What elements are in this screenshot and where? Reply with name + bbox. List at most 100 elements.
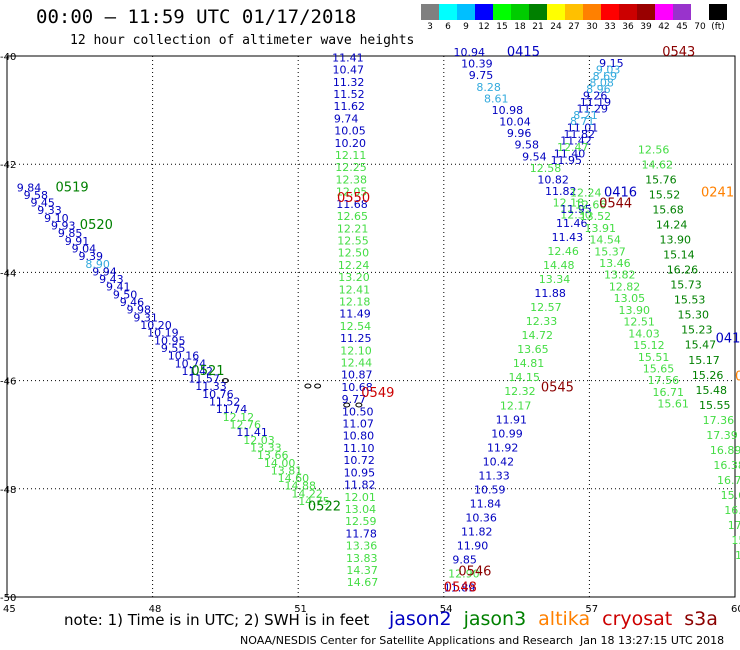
wave-height-label: 13.91: [585, 222, 617, 235]
wave-height-label: 15.30: [677, 309, 709, 322]
wave-height-label: 9.50: [113, 288, 138, 301]
wave-height-label: 17.56: [648, 374, 680, 387]
wave-height-label: 8.08: [589, 76, 614, 89]
wave-height-label: 13.52: [580, 210, 612, 223]
wave-height-label: 10.94: [454, 46, 486, 59]
wave-height-label: 15.65: [643, 362, 675, 375]
wave-height-label: 13.81: [271, 464, 303, 477]
wave-height-label: 11.32: [333, 76, 365, 89]
wave-height-label: 11.82: [545, 185, 577, 198]
wave-height-label: 9.46: [120, 296, 145, 309]
pass-time-label: 0415: [507, 45, 540, 60]
color-swatch: [457, 4, 475, 20]
wave-height-label: 9.31: [133, 311, 158, 324]
wave-height-label: 9.03: [596, 63, 621, 76]
wave-height-label: 13.05: [614, 292, 646, 305]
pass-time-label: 0546: [458, 564, 491, 579]
wave-height-label: 11.95: [560, 203, 592, 216]
wave-height-label: 10.82: [537, 174, 569, 187]
wave-height-label: 9.58: [515, 139, 540, 152]
wave-height-label: 14.81: [513, 357, 545, 370]
wave-height-label: 13.90: [660, 234, 692, 247]
wave-height-label: 12.51: [623, 316, 655, 329]
wave-height-label: 10.42: [483, 455, 515, 468]
wave-height-label: 13.33: [250, 441, 282, 454]
wave-height-label: 11.68: [336, 198, 368, 211]
wave-height-label: 12.66: [575, 198, 607, 211]
wave-height-label: 10.76: [202, 388, 234, 401]
color-swatch: [637, 4, 655, 20]
wave-height-label: 10.59: [474, 483, 506, 496]
wave-height-label: 9.98: [127, 304, 152, 317]
pass-time-label: 0549: [361, 386, 394, 401]
pass-time-label: 0519: [56, 180, 89, 195]
color-swatch: [421, 4, 439, 20]
wave-height-label: 15.48: [695, 384, 727, 397]
wave-height-label: 11.42: [181, 365, 213, 378]
axis-tick-labels: 45 48 51 54 57 60 -40 -42 -44 -46 -48 -50: [0, 52, 740, 615]
wave-height-label: 12.41: [339, 283, 371, 296]
wave-height-label: 11.62: [334, 100, 366, 113]
wave-height-label: 16.48: [724, 504, 740, 517]
wave-height-label: 11.88: [534, 287, 566, 300]
color-swatch: [565, 4, 583, 20]
wave-height-label: 10.74: [175, 357, 207, 370]
pass-time-label: 0522: [308, 499, 341, 514]
wave-height-label: 11.01: [567, 122, 599, 135]
wave-height-label: 8.21: [573, 109, 598, 122]
wave-height-label: 13.04: [345, 503, 377, 516]
chart-subtitle: 12 hour collection of altimeter wave hei…: [70, 33, 415, 48]
wave-height-label: 10.47: [333, 64, 365, 77]
wave-height-label: 11.74: [216, 403, 248, 416]
color-scale-label: 9: [463, 22, 469, 32]
wave-height-label: 15.26: [692, 369, 724, 382]
wave-height-label: 8.61: [484, 92, 509, 105]
wave-height-label: 11.41: [236, 426, 268, 439]
wave-height-label: 11.89: [444, 582, 476, 595]
y-tick-label: -40: [0, 52, 16, 63]
wave-height-label: 10.80: [343, 430, 375, 443]
wave-height-label: 15.76: [645, 173, 677, 186]
x-tick-label: 57: [585, 604, 598, 615]
color-swatch: [529, 4, 547, 20]
wave-height-label: 11.29: [576, 102, 608, 115]
wave-height-label: 9.91: [65, 235, 90, 248]
wave-height-label: 17.36: [703, 414, 735, 427]
wave-height-label: 17.39: [706, 429, 738, 442]
wave-height-label: 12.44: [341, 357, 373, 370]
legend-cryosat: cryosat: [602, 608, 673, 630]
island-icon: [355, 402, 363, 408]
island-icon: [314, 383, 322, 389]
color-scale-label: 6: [445, 22, 451, 32]
track-jason2-east-up: 9.159.038.698.088.969.2611.1911.298.218.…: [551, 57, 624, 167]
wave-height-label: 12.33: [526, 315, 558, 328]
wave-height-label: 11.40: [554, 148, 586, 161]
wave-height-label: 17.05: [728, 519, 740, 532]
wave-height-label: 10.99: [491, 427, 523, 440]
wave-height-label: 14.72: [521, 329, 553, 342]
wave-height-label: 11.19: [580, 96, 612, 109]
wave-height-label: 16.26: [667, 264, 699, 277]
wave-height-label: 12.03: [243, 434, 275, 447]
wave-height-label: 15.23: [681, 324, 713, 337]
wave-height-label: 12.17: [500, 399, 531, 412]
color-scale-label: 21: [532, 22, 544, 32]
wave-height-label: 14.24: [656, 219, 688, 232]
color-swatch: [493, 4, 511, 20]
pass-time-label: 0521: [191, 364, 224, 379]
wave-height-label: 12.18: [553, 197, 585, 210]
color-scale-label: 12: [478, 22, 490, 32]
wave-height-label: 12.46: [547, 245, 579, 258]
color-scale-label: 18: [514, 22, 526, 32]
pass-time-label: 0416: [604, 186, 637, 201]
wave-height-label: 13.36: [346, 540, 378, 553]
island-icon: [343, 402, 351, 408]
color-swatch: [673, 4, 691, 20]
wave-height-label: 9.85: [58, 227, 83, 240]
wave-height-label: 11.82: [564, 128, 596, 141]
color-scale-bar: [421, 4, 727, 20]
wave-height-label: 14.75: [298, 495, 330, 508]
pass-time-label: 0520: [80, 218, 113, 233]
wave-height-label: 10.39: [461, 58, 493, 71]
